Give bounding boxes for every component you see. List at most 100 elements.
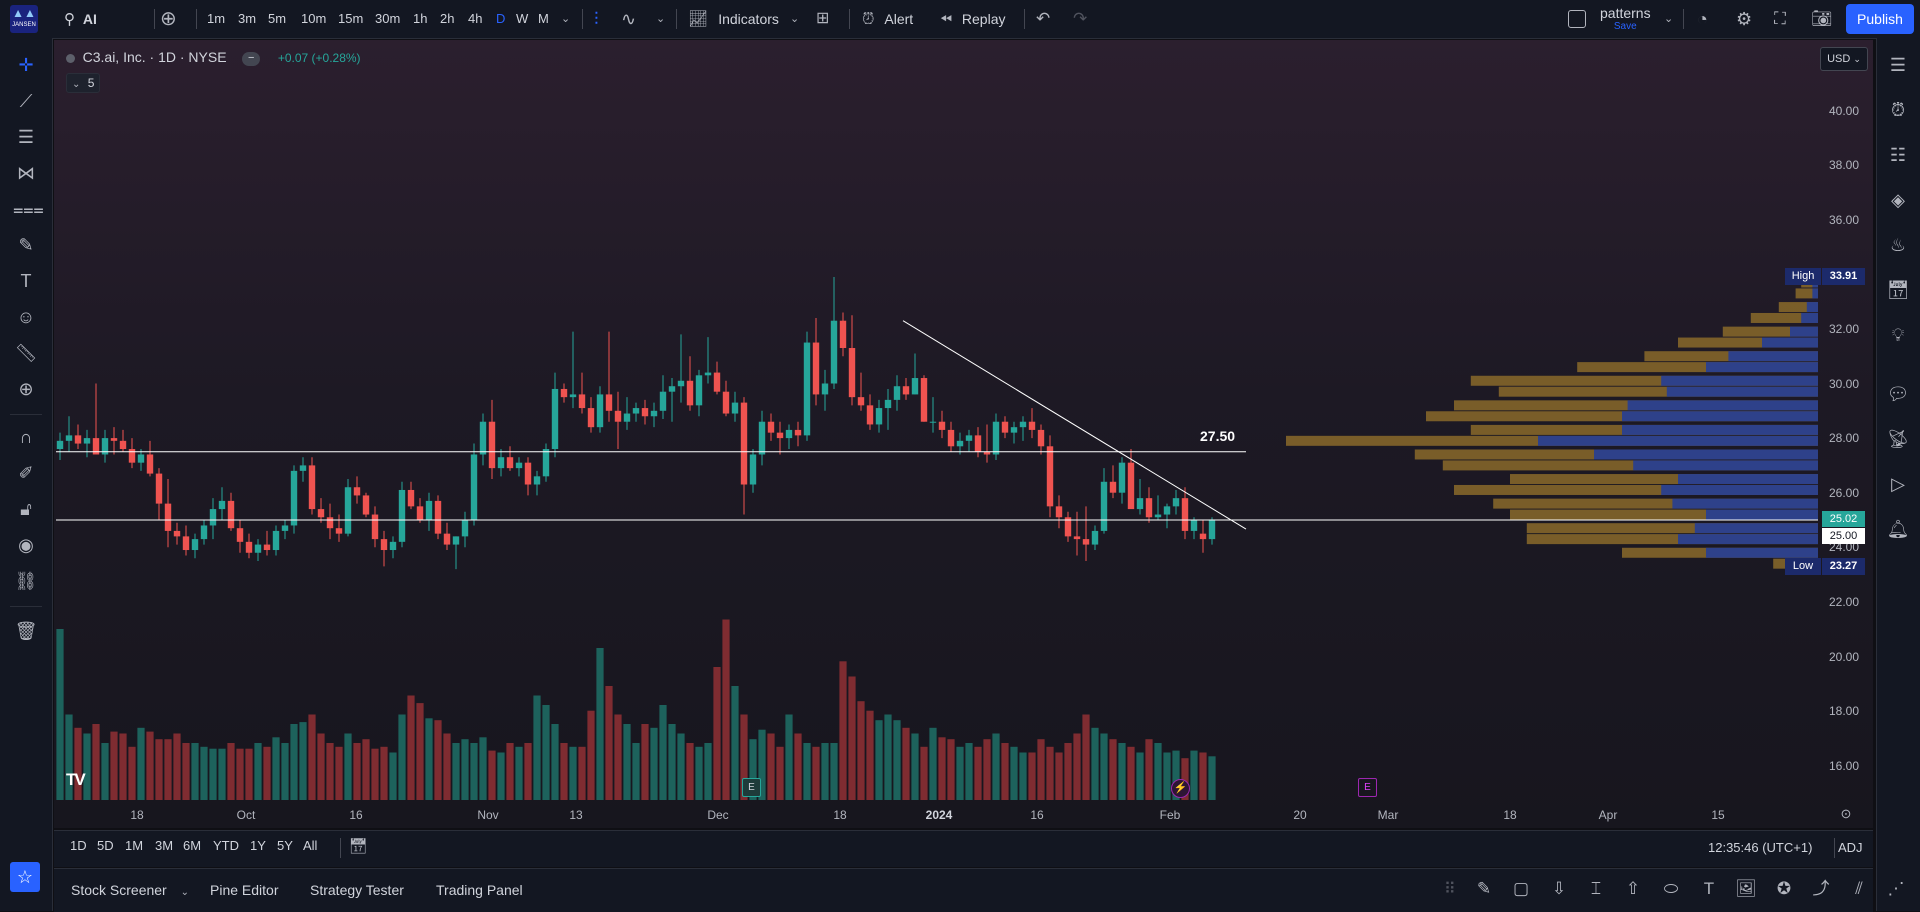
candles-style-button[interactable]: ⫶ — [594, 9, 599, 29]
compare-button[interactable]: ⊕ — [160, 0, 177, 38]
streams-icon[interactable]: 📡︎ — [1886, 429, 1910, 449]
object-tree-icon[interactable]: ☷ — [1889, 145, 1907, 165]
chat-icon[interactable]: 💬︎ — [1886, 384, 1910, 404]
interval-1m[interactable]: 1m — [207, 11, 226, 26]
reset-time-scale-icon[interactable]: ⊙ — [1840, 806, 1852, 821]
timeframe-5y[interactable]: 5Y — [277, 838, 293, 853]
notifications-bell-icon[interactable]: 🔔︎ — [1886, 519, 1910, 539]
layout-name-button[interactable]: patterns Save — [1600, 5, 1651, 32]
drag-handle-icon[interactable]: ⠿ — [1444, 881, 1456, 898]
alerts-clock-icon[interactable]: ⏰︎ — [1890, 100, 1906, 120]
dividend-marker[interactable]: ⚡ — [1171, 779, 1190, 798]
indicators-button[interactable]: 📈︎ Indicators — [688, 0, 779, 38]
currency-button[interactable]: USD ⌄ — [1820, 47, 1868, 71]
text-icon[interactable]: T — [1703, 879, 1715, 898]
emoji-icon[interactable]: ☺ — [16, 307, 36, 327]
tab-trading-panel[interactable]: Trading Panel — [436, 882, 523, 898]
interval-2h[interactable]: 2h — [440, 11, 455, 26]
tab-strategy-tester[interactable]: Strategy Tester — [310, 882, 404, 898]
chart-pane[interactable] — [54, 40, 1873, 828]
trash-icon[interactable]: 🗑︎ — [14, 621, 38, 641]
earnings-marker[interactable]: E — [742, 778, 761, 797]
timeframe-1y[interactable]: 1Y — [250, 838, 266, 853]
timeframe-ytd[interactable]: YTD — [213, 838, 239, 853]
play-icon[interactable]: ▷ — [1891, 474, 1905, 494]
star-badge-icon[interactable]: ✪ — [1776, 879, 1792, 898]
layout-chevron[interactable]: ⌄ — [1664, 13, 1674, 25]
undo-button[interactable]: ↶ — [1036, 9, 1051, 28]
magnet-icon[interactable]: ∩ — [19, 427, 33, 447]
brush-icon[interactable]: ✎ — [18, 235, 34, 255]
interval-15m[interactable]: 15m — [338, 11, 364, 26]
alert-button[interactable]: ⏰︎ Alert — [862, 0, 913, 38]
timeframe-1d[interactable]: 1D — [70, 838, 87, 853]
quick-search-icon[interactable]: ◔ — [1697, 9, 1708, 29]
tab-pine-editor[interactable]: Pine Editor — [210, 882, 279, 898]
interval-3m[interactable]: 3m — [238, 11, 257, 26]
fib-tools-icon[interactable]: ⩶ — [13, 199, 44, 219]
interval-dropdown-chevron[interactable]: ⌄ — [561, 13, 571, 25]
watchlist-icon[interactable]: ☰ — [1889, 55, 1907, 75]
patterns-icon[interactable]: ⋈ — [17, 163, 35, 183]
publish-button[interactable]: Publish — [1846, 4, 1914, 34]
interval-5m[interactable]: 5m — [268, 11, 287, 26]
layers-icon[interactable]: ◈ — [1891, 190, 1905, 210]
replay-button[interactable]: ⏪︎ Replay — [940, 0, 1006, 38]
rectangle-icon[interactable]: ▢ — [1512, 879, 1530, 898]
chart-style-chevron[interactable]: ⌄ — [656, 13, 666, 25]
fullscreen-icon[interactable]: ⛶ — [1774, 9, 1786, 28]
interval-M[interactable]: M — [538, 11, 549, 26]
interval-W[interactable]: W — [516, 11, 529, 26]
zoom-in-icon[interactable]: ⊕ — [18, 379, 34, 399]
arrow-up-icon[interactable]: ⇧ — [1625, 879, 1641, 898]
indicators-collapse[interactable]: ⌄ 5 — [66, 73, 101, 93]
gear-icon[interactable]: ⚙ — [1736, 9, 1753, 29]
future-earnings-marker[interactable]: E — [1358, 778, 1377, 797]
interval-1h[interactable]: 1h — [413, 11, 428, 26]
ellipse-icon[interactable]: ⬭ — [1663, 879, 1679, 898]
path-icon[interactable]: ⤴ — [1812, 879, 1830, 898]
ruler-icon[interactable]: 📏︎ — [14, 343, 38, 363]
line-style-button[interactable]: ∿ — [621, 9, 637, 29]
crosshair-icon[interactable]: ✛ — [18, 55, 34, 75]
redo-button[interactable]: ↷ — [1073, 9, 1088, 28]
brush-icon[interactable]: ✎ — [1476, 879, 1492, 898]
tab-stock-screener[interactable]: Stock Screener ⌄ — [71, 882, 189, 898]
timeframe-all[interactable]: All — [303, 838, 318, 853]
interval-4h[interactable]: 4h — [468, 11, 483, 26]
trend-line-icon[interactable]: ⟋ — [19, 91, 33, 111]
symbol-title[interactable]: C3.ai, Inc. · 1D · NYSE — [82, 49, 227, 65]
interval-D[interactable]: D — [496, 11, 506, 26]
eye-icon[interactable]: ◉ — [18, 535, 34, 555]
text-cursor-icon[interactable]: ⌶ — [1590, 879, 1602, 898]
camera-icon[interactable]: 📷︎ — [1811, 9, 1833, 28]
pitchfork-icon[interactable]: ⋰ — [1887, 879, 1905, 898]
templates-button[interactable]: ⊞ — [816, 10, 830, 27]
symbol-search-button[interactable]: ⚲ AI — [64, 0, 97, 38]
arrow-down-icon[interactable]: ⇩ — [1551, 879, 1567, 898]
adjust-toggle[interactable]: ADJ — [1838, 840, 1863, 855]
image-icon[interactable]: 🖼︎ — [1735, 879, 1757, 898]
market-status-icon[interactable]: − — [242, 51, 261, 66]
calendar-icon[interactable]: 📅︎ — [1886, 280, 1910, 300]
timeframe-6m[interactable]: 6M — [183, 838, 202, 853]
link-icon[interactable]: ⛓ — [14, 571, 38, 591]
horizontal-lines-icon[interactable]: ☰ — [17, 127, 35, 147]
layout-checkbox[interactable] — [1568, 10, 1586, 28]
stay-in-drawing-icon[interactable]: ✐ — [18, 463, 34, 483]
timeframe-3m[interactable]: 3M — [155, 838, 174, 853]
parallel-channel-icon[interactable]: ⫽ — [1855, 879, 1863, 898]
hotlist-flame-icon[interactable]: ♨ — [1889, 235, 1907, 255]
timeframe-1m[interactable]: 1M — [125, 838, 144, 853]
go-to-date-icon[interactable]: 📅︎ — [348, 838, 368, 855]
interval-30m[interactable]: 30m — [375, 11, 401, 26]
timeframe-5d[interactable]: 5D — [97, 838, 114, 853]
tradingview-logo[interactable]: TV — [66, 770, 86, 789]
broker-logo[interactable]: ▲▲ JANSEN — [10, 5, 38, 33]
clock-readout[interactable]: 12:35:46 (UTC+1) — [1708, 840, 1813, 855]
interval-10m[interactable]: 10m — [301, 11, 327, 26]
ideas-lightbulb-icon[interactable]: 💡︎ — [1891, 325, 1905, 345]
lock-icon[interactable]: 🔓︎ — [20, 499, 32, 519]
indicators-chevron[interactable]: ⌄ — [790, 13, 800, 25]
text-tool-icon[interactable]: T — [20, 271, 32, 291]
